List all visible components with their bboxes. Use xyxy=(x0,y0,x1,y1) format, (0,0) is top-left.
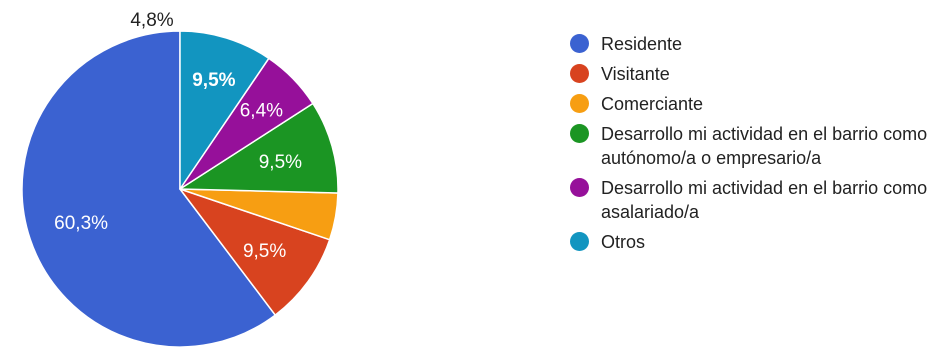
legend-item-residente[interactable]: Residente xyxy=(570,32,931,56)
legend-label: Comerciante xyxy=(601,94,704,114)
pie-slice-autonomo[interactable] xyxy=(179,102,339,194)
pie-slice-residente[interactable] xyxy=(21,30,277,347)
pie-slice-otros[interactable] xyxy=(179,30,270,190)
legend-label: Otros xyxy=(601,232,646,252)
chart-legend: Residente Visitante Comerciante Desarrol… xyxy=(570,32,931,260)
legend-swatch xyxy=(570,94,589,113)
legend-swatch xyxy=(570,124,589,143)
legend-swatch xyxy=(570,232,589,251)
slice-value-label-visitante: 9,5% xyxy=(243,241,286,262)
legend-swatch xyxy=(570,64,589,83)
slice-value-label-autonomo: 9,5% xyxy=(259,152,302,173)
legend-label: Desarrollo mi actividad en el barrio com… xyxy=(601,124,928,168)
legend-item-asalariado[interactable]: Desarrollo mi actividad en el barrio com… xyxy=(570,176,931,224)
legend-item-otros[interactable]: Otros xyxy=(570,230,931,254)
pie-slice-visitante[interactable] xyxy=(179,188,331,316)
legend-label: Desarrollo mi actividad en el barrio com… xyxy=(601,178,928,222)
slice-value-label-otros: 9,5% xyxy=(192,70,235,91)
legend-item-visitante[interactable]: Visitante xyxy=(570,62,931,86)
slice-value-label-residente: 60,3% xyxy=(54,213,108,234)
legend-swatch xyxy=(570,178,589,197)
legend-label: Residente xyxy=(601,34,683,54)
slice-value-label-asalariado: 6,4% xyxy=(240,101,283,122)
legend-label: Visitante xyxy=(601,64,670,84)
legend-item-autonomo[interactable]: Desarrollo mi actividad en el barrio com… xyxy=(570,122,931,170)
slice-value-label-comerciante: 4,8% xyxy=(130,10,173,31)
legend-item-comerciante[interactable]: Comerciante xyxy=(570,92,931,116)
legend-swatch xyxy=(570,34,589,53)
